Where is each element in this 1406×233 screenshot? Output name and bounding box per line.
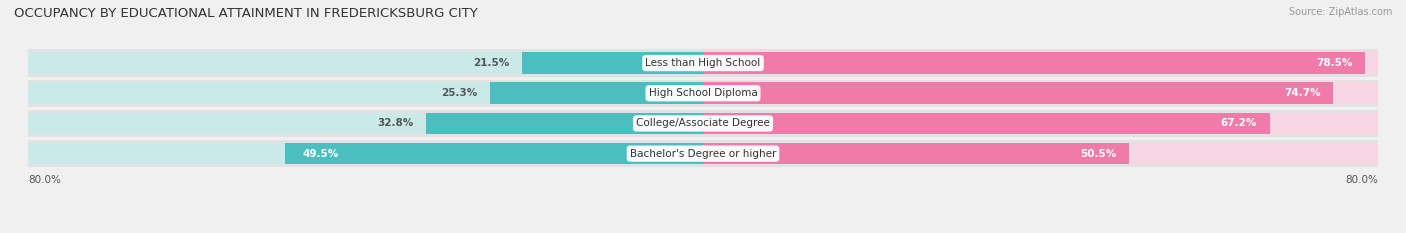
Bar (703, 143, 1378, 164)
Bar (28, 52, 703, 74)
Bar (426, 113, 703, 134)
Bar (703, 113, 1270, 134)
Text: 21.5%: 21.5% (472, 58, 509, 68)
Text: High School Diploma: High School Diploma (648, 88, 758, 98)
Bar (28, 49, 1378, 77)
Bar (28, 140, 1378, 167)
Text: 74.7%: 74.7% (1284, 88, 1320, 98)
Text: 25.3%: 25.3% (440, 88, 477, 98)
Bar (703, 113, 1378, 134)
Text: 50.5%: 50.5% (1080, 149, 1116, 159)
Bar (28, 80, 1378, 107)
Bar (703, 52, 1365, 74)
Text: Source: ZipAtlas.com: Source: ZipAtlas.com (1288, 7, 1392, 17)
Bar (703, 52, 1378, 74)
Text: College/Associate Degree: College/Associate Degree (636, 118, 770, 128)
Text: Less than High School: Less than High School (645, 58, 761, 68)
Text: 80.0%: 80.0% (28, 175, 60, 185)
Text: 80.0%: 80.0% (1346, 175, 1378, 185)
Bar (703, 143, 1129, 164)
Bar (703, 82, 1333, 104)
Bar (489, 82, 703, 104)
Text: 67.2%: 67.2% (1220, 118, 1257, 128)
Text: OCCUPANCY BY EDUCATIONAL ATTAINMENT IN FREDERICKSBURG CITY: OCCUPANCY BY EDUCATIONAL ATTAINMENT IN F… (14, 7, 478, 20)
Text: 78.5%: 78.5% (1316, 58, 1353, 68)
Text: Bachelor's Degree or higher: Bachelor's Degree or higher (630, 149, 776, 159)
Bar (28, 82, 703, 104)
Bar (28, 110, 1378, 137)
Text: 32.8%: 32.8% (377, 118, 413, 128)
Bar (522, 52, 703, 74)
Bar (28, 143, 703, 164)
Text: 49.5%: 49.5% (302, 149, 339, 159)
Bar (28, 113, 703, 134)
Bar (285, 143, 703, 164)
Bar (703, 82, 1378, 104)
